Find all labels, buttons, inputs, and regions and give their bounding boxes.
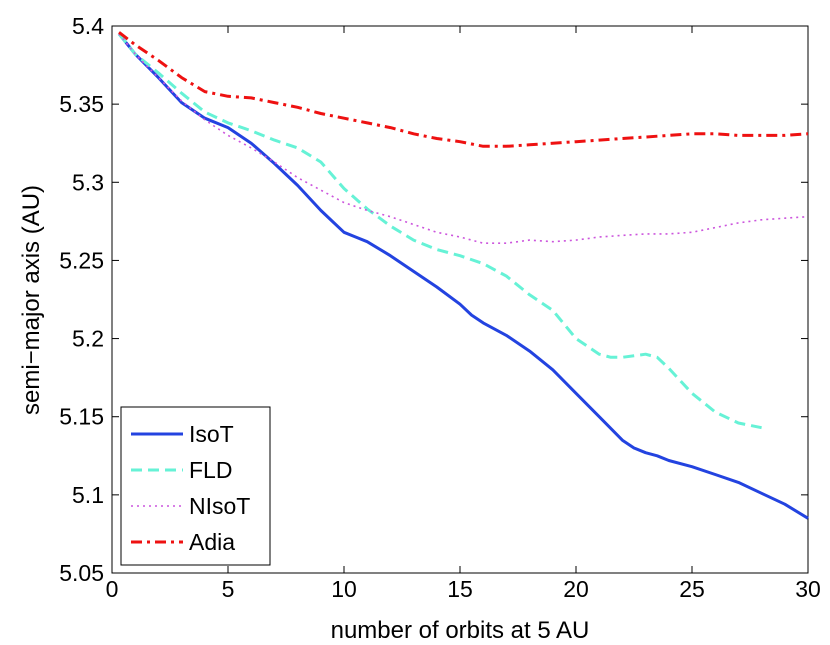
- x-axis-label: number of orbits at 5 AU: [331, 617, 590, 644]
- x-tick-label: 5: [222, 576, 235, 602]
- x-tick-label: 30: [795, 576, 821, 602]
- y-tick-label: 5.05: [59, 560, 104, 586]
- y-axis-label: semi−major axis (AU): [18, 185, 45, 415]
- legend-label-adia: Adia: [189, 529, 235, 555]
- legend-label-fld: FLD: [189, 457, 232, 483]
- y-tick-label: 5.2: [72, 326, 104, 352]
- series-line-isot: [117, 32, 809, 520]
- series-line-adia: [118, 31, 809, 148]
- series-line-fld: [117, 32, 762, 430]
- axis-ticks: 0 5 10 15 20 25 30 5.05 5.1 5.15 5.2 5.25 5.3 5.35 5.4: [59, 13, 821, 602]
- x-tick-label: 0: [106, 576, 119, 602]
- x-tick-label: 10: [331, 576, 357, 602]
- series-layer: [117, 31, 809, 520]
- x-tick-label: 15: [447, 576, 473, 602]
- x-tick-label: 20: [563, 576, 589, 602]
- y-tick-label: 5.15: [59, 404, 104, 430]
- legend: IsoT FLD NIsoT Adia: [120, 406, 271, 566]
- legend-label-isot: IsoT: [189, 421, 234, 447]
- y-tick-label: 5.1: [72, 482, 104, 508]
- x-tick-label: 25: [679, 576, 705, 602]
- y-tick-label: 5.35: [59, 91, 104, 117]
- y-tick-label: 5.3: [72, 169, 104, 195]
- y-tick-label: 5.25: [59, 247, 104, 273]
- y-tick-label: 5.4: [72, 13, 104, 39]
- legend-label-nisot: NIsoT: [189, 493, 250, 519]
